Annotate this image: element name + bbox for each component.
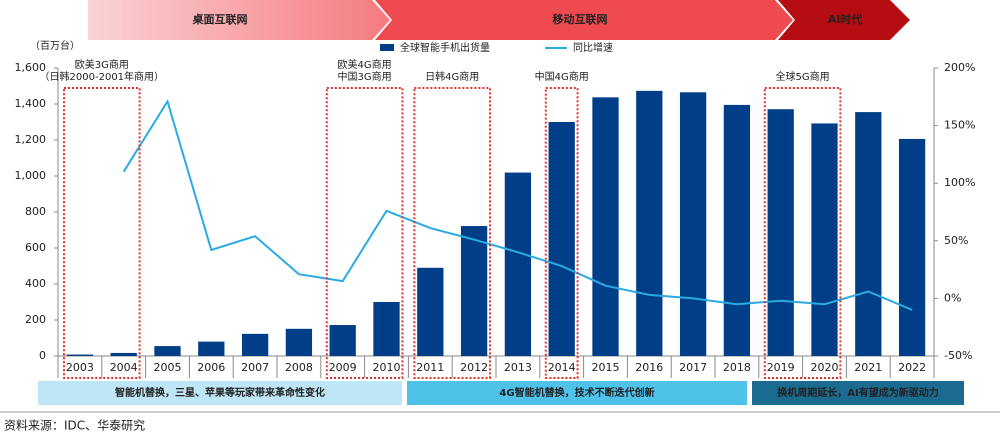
bar	[504, 172, 532, 356]
legend-label: 同比增速	[573, 41, 613, 54]
bar	[723, 104, 751, 357]
note-text: 换机周期延长，AI有望成为新驱动力	[777, 386, 938, 399]
annotation-text: 欧美3G商用	[75, 58, 129, 71]
x-tick-label: 2003	[66, 361, 94, 374]
bar	[679, 92, 707, 357]
bar	[636, 90, 663, 357]
annotation-text: 中国4G商用	[535, 70, 589, 83]
bar	[767, 109, 794, 356]
x-tick-label: 2010	[373, 361, 401, 374]
x-tick-label: 2006	[197, 361, 225, 374]
y2-tick-label: 150%	[944, 119, 975, 132]
bar	[154, 346, 181, 356]
y-tick-label: 400	[25, 277, 46, 290]
x-tick-label: 2007	[241, 361, 269, 374]
annotation-text: 欧美4G商用	[338, 58, 392, 71]
x-tick-label: 2008	[285, 361, 313, 374]
y-axis-label: （百万台）	[30, 39, 80, 52]
bar	[329, 325, 356, 356]
bar	[898, 138, 926, 356]
bar	[460, 226, 488, 356]
bar	[110, 352, 137, 356]
bar	[592, 97, 619, 356]
y-tick-label: 1,200	[15, 133, 47, 146]
x-tick-label: 2014	[548, 361, 576, 374]
bar	[373, 302, 400, 356]
x-tick-label: 2012	[460, 361, 488, 374]
annotation-box	[763, 87, 842, 379]
x-tick-label: 2013	[504, 361, 532, 374]
bar	[198, 341, 225, 356]
y-tick-label: 1,400	[15, 97, 47, 110]
bar	[285, 328, 313, 356]
x-tick-label: 2004	[110, 361, 138, 374]
x-tick-label: 2020	[811, 361, 839, 374]
x-tick-label: 2022	[898, 361, 926, 374]
annotation-box	[413, 87, 491, 379]
bar	[855, 112, 882, 356]
phase-label: 移动互联网	[553, 12, 608, 26]
bar	[241, 333, 269, 356]
legend-label: 全球智能手机出货量	[400, 41, 490, 54]
note-text: 4G智能机替换，技术不断迭代创新	[499, 386, 654, 399]
annotation-box	[325, 87, 404, 379]
y-tick-label: 1,000	[15, 169, 47, 182]
annotation-text: （日韩2000-2001年商用）	[40, 70, 165, 83]
note-band	[752, 381, 964, 405]
y-tick-label: 600	[25, 241, 46, 254]
y2-tick-label: 200%	[944, 61, 975, 74]
x-tick-label: 2016	[635, 361, 663, 374]
note-band	[38, 381, 402, 405]
y-tick-label: 0	[39, 349, 46, 362]
source: 资料来源：IDC、华泰研究	[4, 418, 145, 433]
phase-label: 桌面互联网	[192, 12, 248, 26]
bar	[417, 267, 444, 356]
line	[122, 98, 913, 311]
phase-arrow	[88, 0, 390, 40]
x-tick-label: 2019	[767, 361, 795, 374]
note-band	[407, 381, 747, 405]
y-tick-label: 200	[25, 313, 46, 326]
y2-tick-label: 50%	[944, 234, 968, 247]
phase-arrow	[778, 0, 910, 40]
y-tick-label: 800	[25, 205, 46, 218]
y2-tick-label: 100%	[944, 176, 975, 189]
note-text: 智能机替换，三星、苹果等玩家带来革命性变化	[115, 386, 325, 399]
x-tick-label: 2009	[329, 361, 357, 374]
annotation-box	[63, 87, 141, 379]
annotation-box	[544, 87, 579, 379]
y-tick-label: 1,600	[15, 61, 47, 74]
x-tick-label: 2015	[592, 361, 620, 374]
bar	[66, 354, 94, 356]
phase-arrow	[375, 0, 793, 40]
annotation-text: 全球5G商用	[776, 70, 830, 83]
legend-swatch	[380, 44, 394, 51]
y2-tick-label: 0%	[944, 291, 961, 304]
x-tick-label: 2021	[854, 361, 882, 374]
annotation-text: 中国3G商用	[338, 70, 392, 83]
x-tick-label: 2011	[416, 361, 444, 374]
annotation-text: 日韩4G商用	[425, 70, 479, 83]
bar	[548, 122, 575, 356]
phase-label: AI时代	[828, 12, 863, 26]
y2-tick-label: -50%	[944, 349, 972, 362]
x-tick-label: 2005	[154, 361, 182, 374]
bar	[811, 123, 838, 356]
x-tick-label: 2017	[679, 361, 707, 374]
x-tick-label: 2018	[723, 361, 751, 374]
